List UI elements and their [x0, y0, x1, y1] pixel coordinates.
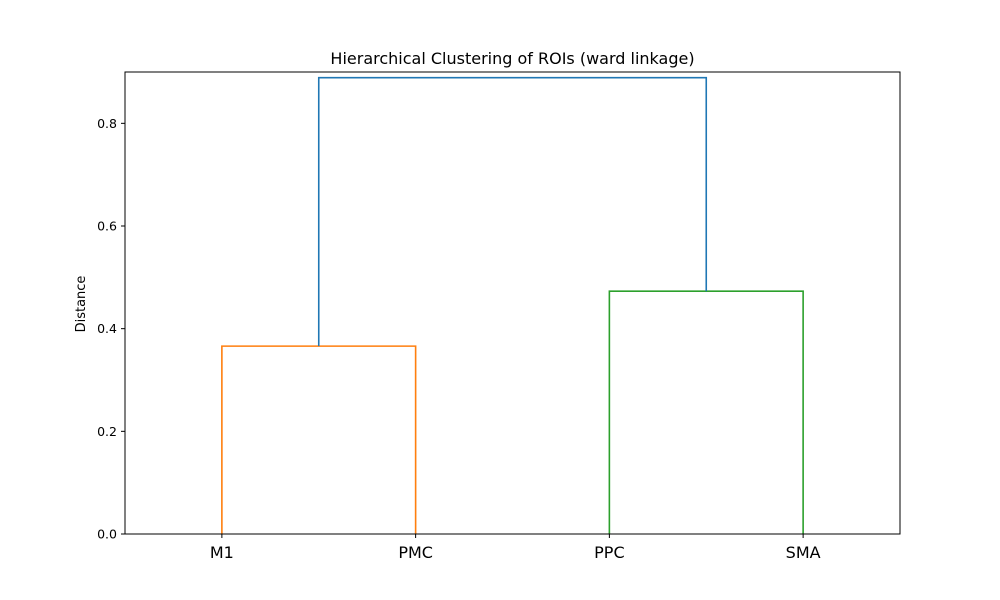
plot-area: 0.0 0.2 0.4 0.6 0.8 M1 PMC PPC SMA [97, 76, 821, 562]
dendrogram-link [317, 76, 708, 347]
leaf-label: M1 [210, 543, 234, 562]
leaf-label: PPC [594, 543, 624, 562]
y-tick-label: 0.0 [97, 527, 117, 542]
dendrogram-link [608, 290, 804, 534]
y-tick-label: 0.6 [97, 219, 117, 234]
dendrogram-link [221, 345, 417, 534]
leaf-label: PMC [398, 543, 433, 562]
y-tick-label: 0.4 [97, 321, 117, 336]
chart-title: Hierarchical Clustering of ROIs (ward li… [330, 49, 694, 68]
leaf-label: SMA [786, 543, 821, 562]
y-tick-label: 0.2 [97, 424, 117, 439]
y-tick-label: 0.8 [97, 116, 117, 131]
y-axis-label: Distance [74, 276, 89, 333]
plot-frame [124, 71, 901, 535]
